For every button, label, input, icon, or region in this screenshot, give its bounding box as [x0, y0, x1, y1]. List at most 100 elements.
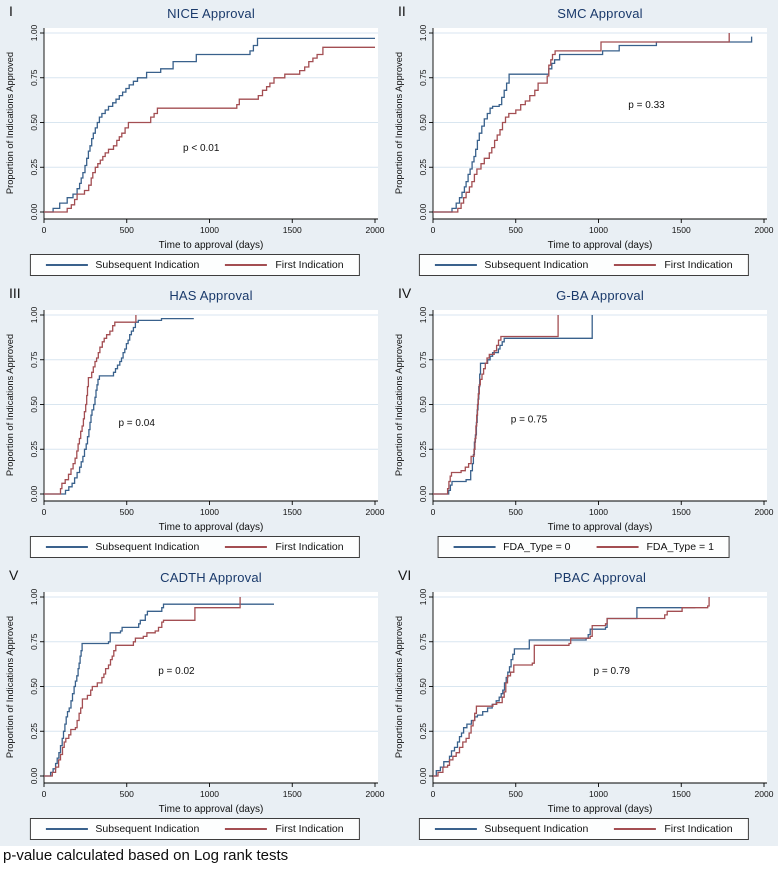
legend-entry: Subsequent Indication: [45, 259, 199, 271]
y-tick-label: 0.25: [29, 441, 39, 458]
legend-label: Subsequent Indication: [95, 541, 200, 553]
x-tick-label: 0: [42, 225, 47, 235]
x-tick-label: 1000: [200, 507, 219, 517]
legend-line-swatch: [614, 264, 657, 266]
km-curve-first-indication: [44, 46, 375, 213]
x-tick-label: 2000: [366, 789, 385, 799]
legend-entry: Subsequent Indication: [45, 541, 199, 553]
y-axis-title: Proportion of Indications Approved: [394, 52, 404, 194]
legend-label: First Indication: [275, 259, 344, 271]
legend-line-swatch: [45, 546, 88, 548]
plot-legend: FDA_Type = 0 FDA_Type = 1: [437, 536, 730, 558]
y-tick-label: 0.75: [418, 69, 428, 86]
panel-numeral: III: [9, 285, 21, 301]
y-tick-label: 0.50: [418, 678, 428, 695]
panel-grid: I NICE Approval 0 500 1000 1500 2000 0.00 0.25…: [0, 3, 778, 846]
y-tick-label: 0.50: [418, 396, 428, 413]
y-axis-title: Proportion of Indications Approved: [394, 334, 404, 476]
legend-label: Subsequent Indication: [484, 259, 589, 271]
x-tick-label: 0: [431, 507, 436, 517]
plot-area: [433, 592, 767, 783]
km-curve-first-indication: [433, 33, 730, 213]
figure-caption: p-value calculated based on Log rank tes…: [0, 846, 778, 870]
p-value-label: p = 0.04: [118, 418, 155, 429]
km-panel: V CADTH Approval 0 500 1000 1500 2000 0.00 0.2…: [0, 564, 389, 846]
legend-label: First Indication: [275, 541, 344, 553]
plot-area: [433, 28, 767, 219]
y-tick-label: 0.25: [29, 723, 39, 740]
x-tick-label: 1000: [589, 789, 608, 799]
legend-line-swatch: [225, 264, 268, 266]
x-tick-label: 500: [120, 507, 134, 517]
legend-entry: Subsequent Indication: [434, 823, 588, 835]
x-tick-label: 2000: [366, 507, 385, 517]
legend-label: FDA_Type = 1: [646, 541, 714, 553]
x-tick-label: 500: [120, 789, 134, 799]
panel-title: NICE Approval: [167, 6, 255, 21]
y-tick-label: 1.00: [29, 588, 39, 605]
legend-line-swatch: [225, 828, 268, 830]
y-tick-label: 0.50: [418, 114, 428, 131]
km-panel: VI PBAC Approval 0 500 1000 1500 2000 0.00 0.2…: [389, 564, 778, 846]
x-axis-title: Time to approval (days): [548, 804, 653, 815]
x-tick-label: 1500: [672, 225, 691, 235]
km-curve-subsequent-indication: [44, 37, 375, 213]
x-tick-label: 1000: [200, 225, 219, 235]
panel-title: SMC Approval: [557, 6, 643, 21]
x-axis-title: Time to approval (days): [548, 522, 653, 533]
y-tick-label: 0.75: [29, 69, 39, 86]
km-curve-first-indication: [44, 315, 137, 495]
x-tick-label: 1500: [283, 225, 302, 235]
y-tick-label: 0.50: [29, 114, 39, 131]
panel-numeral: I: [9, 3, 13, 19]
p-value-label: p < 0.01: [183, 143, 220, 154]
plot-area: [44, 592, 378, 783]
y-tick-label: 1.00: [418, 306, 428, 323]
legend-label: First Indication: [664, 259, 733, 271]
y-tick-label: 0.75: [29, 633, 39, 650]
x-tick-label: 1000: [200, 789, 219, 799]
y-tick-label: 0.00: [418, 203, 428, 220]
p-value-label: p = 0.33: [628, 100, 665, 111]
y-tick-label: 0.25: [418, 723, 428, 740]
p-value-label: p = 0.75: [511, 414, 548, 425]
plot-area: [44, 28, 378, 219]
x-axis-title: Time to approval (days): [159, 522, 264, 533]
legend-line-swatch: [225, 546, 268, 548]
x-tick-label: 500: [120, 225, 134, 235]
plot-legend: Subsequent Indication First Indication: [29, 254, 360, 276]
y-tick-label: 1.00: [418, 24, 428, 41]
y-tick-label: 0.25: [418, 441, 428, 458]
y-tick-label: 0.00: [29, 203, 39, 220]
legend-entry: First Indication: [225, 259, 344, 271]
y-axis-title: Proportion of Indications Approved: [5, 616, 15, 758]
x-tick-label: 2000: [755, 789, 774, 799]
km-curve-first-indication: [44, 597, 241, 777]
y-tick-label: 0.00: [418, 485, 428, 502]
legend-line-swatch: [614, 828, 657, 830]
x-tick-label: 0: [42, 507, 47, 517]
legend-label: Subsequent Indication: [484, 823, 589, 835]
y-tick-label: 0.75: [29, 351, 39, 368]
legend-entry: FDA_Type = 0: [453, 541, 571, 553]
panel-numeral: V: [9, 567, 19, 583]
legend-entry: First Indication: [225, 541, 344, 553]
km-curve-fda-type-1: [433, 315, 559, 495]
p-value-label: p = 0.02: [158, 666, 195, 677]
km-plot-svg: 0 500 1000 1500 2000 0.00 0.25 0.50 0.75 1.00 Prop…: [5, 306, 385, 533]
y-tick-label: 0.75: [418, 633, 428, 650]
km-plot-svg: 0 500 1000 1500 2000 0.00 0.25 0.50 0.75 1.00 Prop…: [5, 24, 385, 251]
legend-label: First Indication: [275, 823, 344, 835]
y-axis-title: Proportion of Indications Approved: [394, 616, 404, 758]
x-tick-label: 1500: [283, 507, 302, 517]
panel-numeral: VI: [398, 567, 412, 583]
panel-numeral: II: [398, 3, 406, 19]
y-tick-label: 1.00: [418, 588, 428, 605]
panel-title: CADTH Approval: [160, 570, 262, 585]
y-tick-label: 0.25: [418, 159, 428, 176]
y-tick-label: 0.50: [29, 678, 39, 695]
legend-line-swatch: [453, 546, 496, 548]
legend-line-swatch: [596, 546, 639, 548]
km-plot-svg: 0 500 1000 1500 2000 0.00 0.25 0.50 0.75 1.00 Prop…: [394, 588, 774, 815]
